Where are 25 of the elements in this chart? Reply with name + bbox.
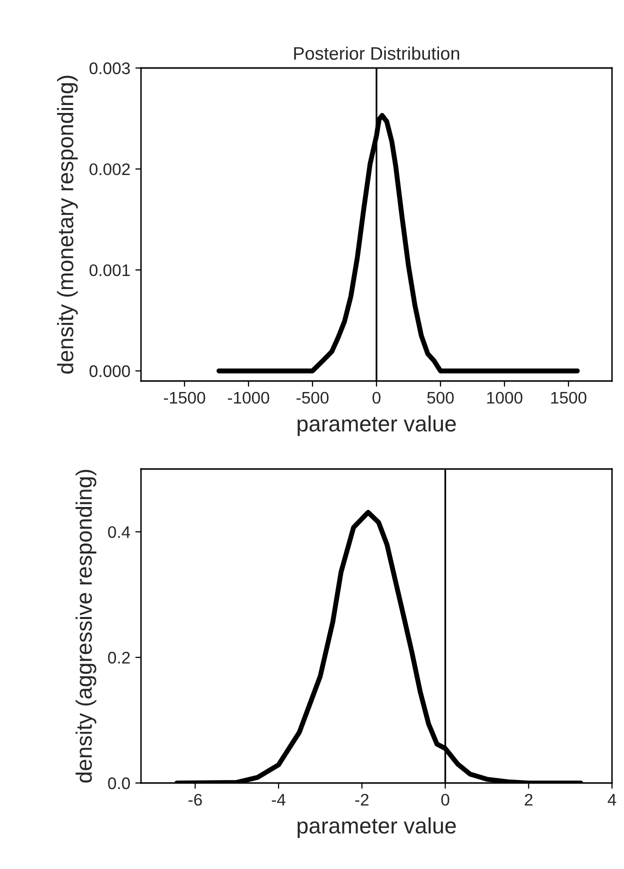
y-tick-label: 0.001 — [90, 264, 130, 276]
x-tick-label: 0 — [441, 794, 450, 806]
x-tick-label: -4 — [272, 794, 286, 806]
x-tick-label: -2 — [355, 794, 368, 806]
y-axis-title: density (aggressive responding) — [76, 470, 96, 783]
y-tick-label: 0.4 — [108, 526, 130, 538]
x-tick-label: -500 — [296, 392, 329, 404]
x-tick-label: 4 — [608, 794, 616, 806]
x-axis-title: parameter value — [298, 817, 456, 838]
x-tick-label: 1000 — [487, 392, 522, 404]
x-tick-label: 2 — [524, 794, 532, 806]
x-tick-label: 0 — [372, 392, 380, 404]
x-tick-label: -6 — [188, 794, 202, 806]
x-tick-label: -1000 — [228, 392, 270, 404]
x-tick-label: 500 — [427, 392, 454, 404]
chart-title: Posterior Distribution — [294, 46, 460, 60]
y-tick-label: 0.003 — [90, 62, 130, 74]
x-tick-label: 1500 — [551, 392, 586, 404]
y-tick-label: 0.002 — [90, 163, 130, 176]
x-tick-label: -1500 — [164, 392, 206, 404]
y-axis-title: density (monetary responding) — [57, 76, 78, 374]
x-axis-title: parameter value — [298, 415, 456, 436]
y-tick-label: 0.000 — [90, 365, 130, 378]
y-tick-label: 0.0 — [108, 777, 130, 790]
y-tick-label: 0.2 — [108, 652, 130, 664]
